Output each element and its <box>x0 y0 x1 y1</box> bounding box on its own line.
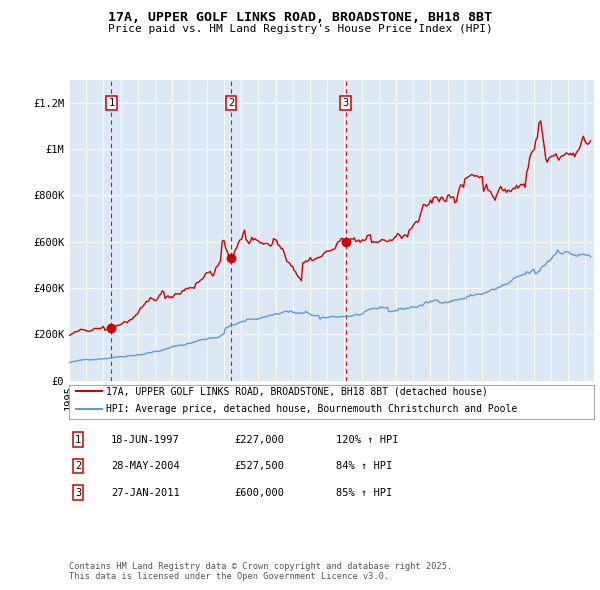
Text: 27-JAN-2011: 27-JAN-2011 <box>111 488 180 497</box>
Text: Contains HM Land Registry data © Crown copyright and database right 2025.
This d: Contains HM Land Registry data © Crown c… <box>69 562 452 581</box>
Text: £227,000: £227,000 <box>234 435 284 444</box>
Text: 120% ↑ HPI: 120% ↑ HPI <box>336 435 398 444</box>
Text: 3: 3 <box>343 98 349 108</box>
Text: 84% ↑ HPI: 84% ↑ HPI <box>336 461 392 471</box>
Text: 3: 3 <box>75 488 81 497</box>
Text: 1: 1 <box>75 435 81 444</box>
Text: 17A, UPPER GOLF LINKS ROAD, BROADSTONE, BH18 8BT (detached house): 17A, UPPER GOLF LINKS ROAD, BROADSTONE, … <box>106 386 488 396</box>
Text: 17A, UPPER GOLF LINKS ROAD, BROADSTONE, BH18 8BT: 17A, UPPER GOLF LINKS ROAD, BROADSTONE, … <box>108 11 492 24</box>
Text: 2: 2 <box>75 461 81 471</box>
Text: 28-MAY-2004: 28-MAY-2004 <box>111 461 180 471</box>
Text: Price paid vs. HM Land Registry's House Price Index (HPI): Price paid vs. HM Land Registry's House … <box>107 25 493 34</box>
Text: 1: 1 <box>108 98 115 108</box>
Text: £527,500: £527,500 <box>234 461 284 471</box>
Text: 18-JUN-1997: 18-JUN-1997 <box>111 435 180 444</box>
Text: HPI: Average price, detached house, Bournemouth Christchurch and Poole: HPI: Average price, detached house, Bour… <box>106 404 517 414</box>
Text: £600,000: £600,000 <box>234 488 284 497</box>
Text: 85% ↑ HPI: 85% ↑ HPI <box>336 488 392 497</box>
Text: 2: 2 <box>228 98 234 108</box>
